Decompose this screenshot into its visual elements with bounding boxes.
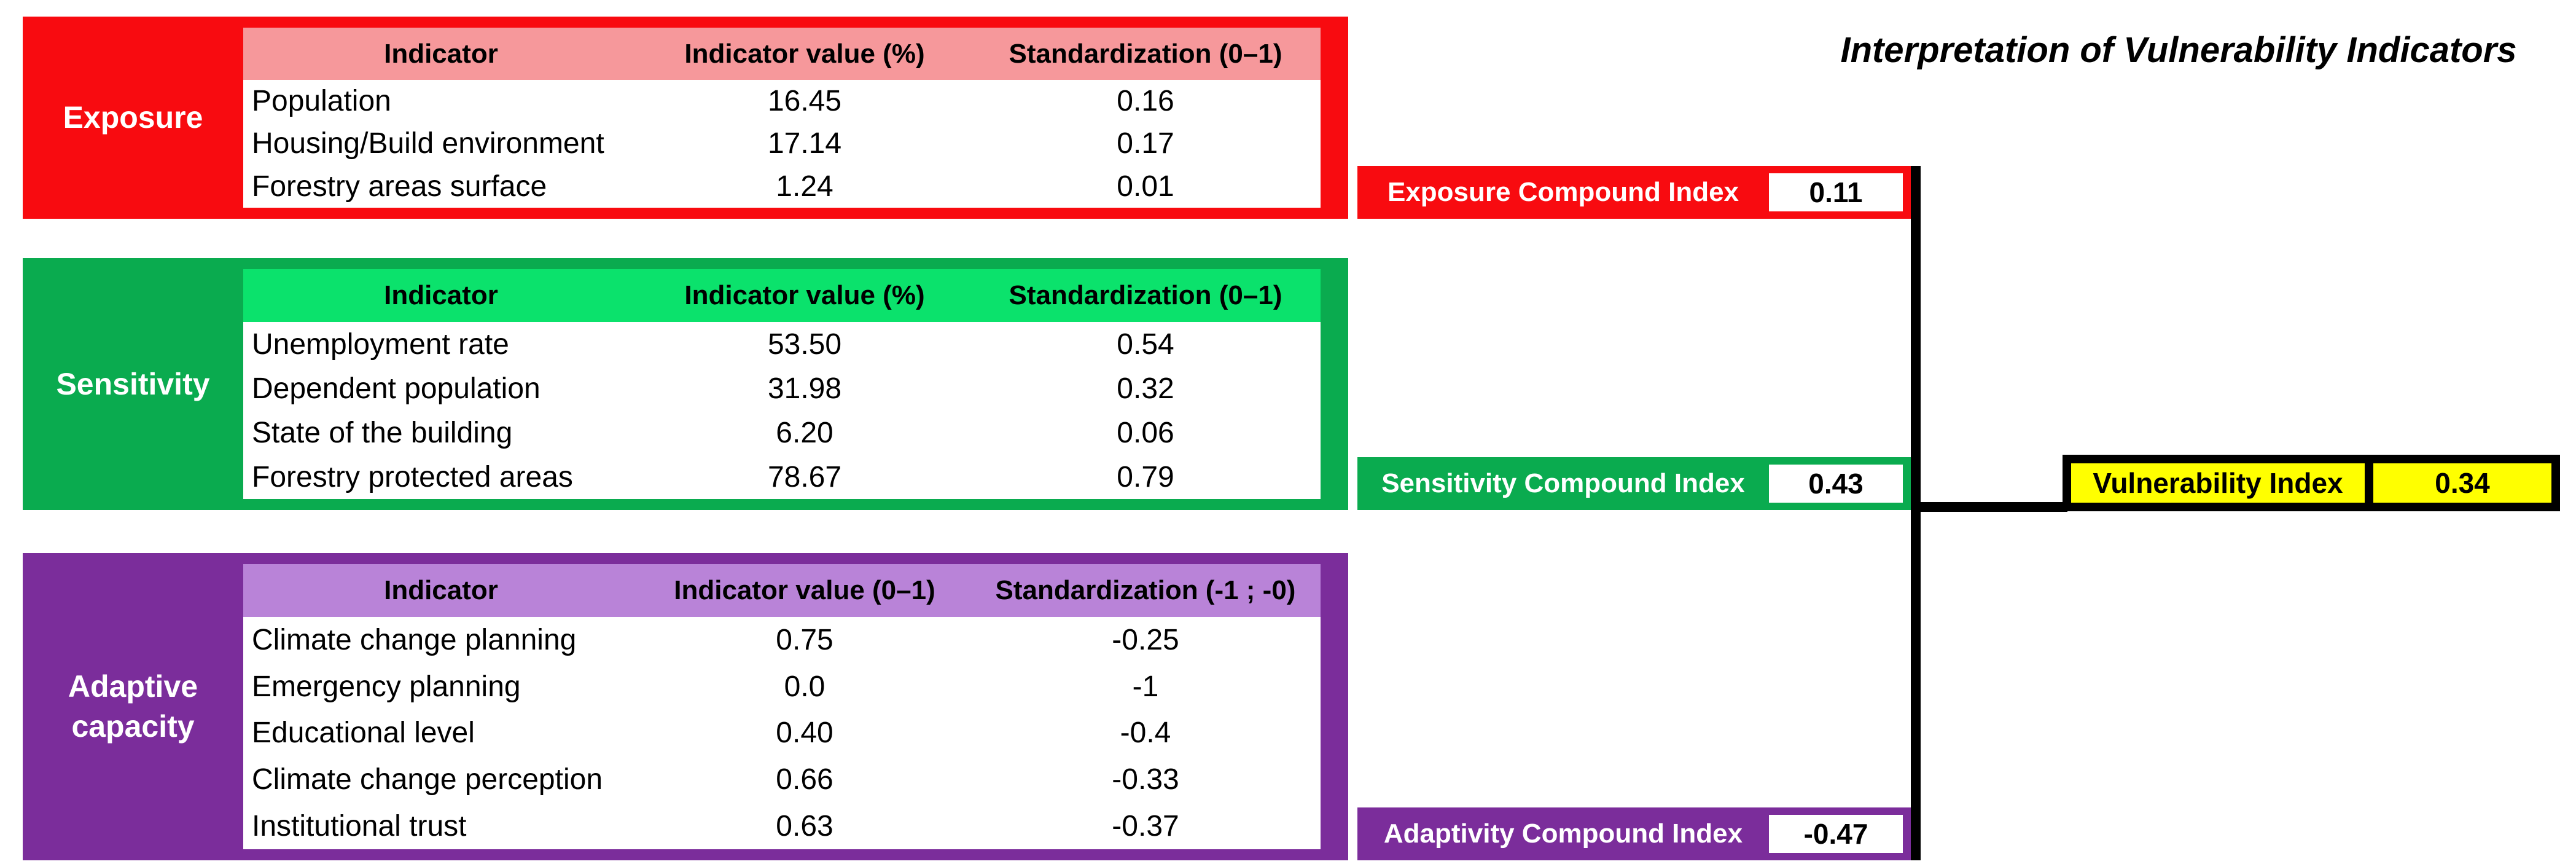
exposure-table: Indicator Indicator value (%) Standardiz…: [243, 28, 1321, 208]
adaptivity-compound-index-bar: Adaptivity Compound Index -0.47: [1357, 807, 1911, 860]
standardization-value-cell: 0.32: [1117, 372, 1174, 405]
standardization-value-cell: 0.79: [1117, 460, 1174, 493]
diagram-title: Interpretation of Vulnerability Indicato…: [1840, 30, 2517, 70]
indicator-value-cell: 6.20: [776, 416, 833, 449]
table-header-row: Indicator Indicator value (%) Standardiz…: [243, 28, 1321, 80]
table-row: State of the building 6.20 0.06: [243, 410, 1321, 455]
exposure-label-band: Exposure: [23, 17, 243, 219]
standardization-value-cell: -0.4: [1120, 717, 1171, 750]
column-header-standardization: Standardization (0–1): [1009, 38, 1282, 69]
table-body: Population 16.45 0.16 Housing/Build envi…: [243, 80, 1321, 208]
table-body: Unemployment rate 53.50 0.54 Dependent p…: [243, 322, 1321, 499]
column-header-indicator: Indicator: [384, 575, 498, 605]
sensitivity-label-band: Sensitivity: [23, 258, 243, 510]
indicator-value-cell: 16.45: [767, 85, 842, 118]
vulnerability-index-value: 0.34: [2373, 463, 2551, 503]
standardization-value-cell: 0.54: [1117, 328, 1174, 361]
indicator-name-cell: State of the building: [252, 416, 513, 449]
compound-index-label: Sensitivity Compound Index: [1381, 468, 1745, 498]
table-row: Climate change perception 0.66 -0.33: [243, 756, 1321, 803]
indicator-name-cell: Forestry areas surface: [252, 170, 547, 203]
standardization-value-cell: 0.01: [1117, 170, 1174, 203]
indicator-name-cell: Emergency planning: [252, 670, 521, 703]
sensitivity-compound-index-bar: Sensitivity Compound Index 0.43: [1357, 457, 1911, 510]
adaptive-capacity-table: Indicator Indicator value (0–1) Standard…: [243, 564, 1321, 849]
table-row: Forestry protected areas 78.67 0.79: [243, 455, 1321, 499]
indicator-value-cell: 78.67: [767, 460, 842, 493]
indicator-value-cell: 53.50: [767, 328, 842, 361]
indicator-name-cell: Climate change perception: [252, 763, 603, 796]
table-row: Forestry areas surface 1.24 0.01: [243, 165, 1321, 208]
indicator-name-cell: Housing/Build environment: [252, 127, 604, 160]
standardization-value-cell: 0.17: [1117, 127, 1174, 160]
column-header-standardization: Standardization (-1 ; -0): [995, 575, 1296, 605]
compound-index-value: 0.11: [1769, 173, 1903, 211]
adaptive-capacity-label-band: Adaptive capacity: [23, 553, 243, 860]
table-body: Climate change planning 0.75 -0.25 Emerg…: [243, 617, 1321, 849]
adaptive-capacity-label-line1: Adaptive: [68, 669, 198, 704]
indicator-name-cell: Forestry protected areas: [252, 460, 573, 493]
indicator-name-cell: Unemployment rate: [252, 328, 509, 361]
indicator-name-cell: Climate change planning: [252, 624, 577, 657]
adaptive-capacity-label-line2: capacity: [71, 709, 195, 744]
table-row: Population 16.45 0.16: [243, 80, 1321, 122]
standardization-value-cell: 0.06: [1117, 416, 1174, 449]
compound-index-label: Exposure Compound Index: [1387, 177, 1739, 207]
exposure-compound-index-bar: Exposure Compound Index 0.11: [1357, 166, 1911, 219]
column-header-indicator-value: Indicator value (%): [684, 38, 925, 69]
indicator-name-cell: Dependent population: [252, 372, 541, 405]
standardization-value-cell: -0.33: [1112, 763, 1179, 796]
column-header-indicator: Indicator: [384, 38, 498, 69]
indicator-name-cell: Population: [252, 85, 391, 118]
compound-index-value: 0.43: [1769, 465, 1903, 503]
indicator-value-cell: 17.14: [767, 127, 842, 160]
indicator-value-cell: 0.63: [776, 809, 833, 842]
standardization-value-cell: -1: [1132, 670, 1159, 703]
indicator-value-cell: 0.66: [776, 763, 833, 796]
table-row: Climate change planning 0.75 -0.25: [243, 617, 1321, 664]
column-header-indicator-value: Indicator value (0–1): [674, 575, 935, 605]
indicator-name-cell: Institutional trust: [252, 809, 467, 842]
compound-index-label: Adaptivity Compound Index: [1383, 819, 1743, 849]
sensitivity-label: Sensitivity: [56, 366, 210, 401]
sensitivity-block: Sensitivity Indicator Indicator value (%…: [23, 258, 1348, 510]
connector-vertical-line: [1911, 166, 1921, 860]
compound-index-value: -0.47: [1769, 815, 1903, 853]
table-header-row: Indicator Indicator value (%) Standardiz…: [243, 269, 1321, 322]
connector-horizontal-line: [1916, 502, 2067, 512]
table-row: Housing/Build environment 17.14 0.17: [243, 122, 1321, 165]
table-row: Dependent population 31.98 0.32: [243, 366, 1321, 410]
vulnerability-index-box: Vulnerability Index 0.34: [2063, 455, 2560, 511]
table-row: Unemployment rate 53.50 0.54: [243, 322, 1321, 366]
column-header-indicator-value: Indicator value (%): [684, 280, 925, 310]
indicator-value-cell: 0.0: [784, 670, 825, 703]
indicator-name-cell: Educational level: [252, 717, 475, 750]
table-row: Institutional trust 0.63 -0.37: [243, 803, 1321, 849]
column-header-standardization: Standardization (0–1): [1009, 280, 1282, 310]
column-header-indicator: Indicator: [384, 280, 498, 310]
indicator-value-cell: 31.98: [767, 372, 842, 405]
table-row: Emergency planning 0.0 -1: [243, 664, 1321, 710]
vulnerability-index-label: Vulnerability Index: [2071, 463, 2365, 503]
sensitivity-table: Indicator Indicator value (%) Standardiz…: [243, 269, 1321, 499]
adaptive-capacity-block: Adaptive capacity Indicator Indicator va…: [23, 553, 1348, 860]
standardization-value-cell: -0.37: [1112, 809, 1179, 842]
exposure-label: Exposure: [63, 100, 203, 135]
indicator-value-cell: 0.75: [776, 624, 833, 657]
table-row: Educational level 0.40 -0.4: [243, 710, 1321, 756]
indicator-value-cell: 0.40: [776, 717, 833, 750]
standardization-value-cell: -0.25: [1112, 624, 1179, 657]
indicator-value-cell: 1.24: [776, 170, 833, 203]
standardization-value-cell: 0.16: [1117, 85, 1174, 118]
exposure-block: Exposure Indicator Indicator value (%) S…: [23, 17, 1348, 219]
table-header-row: Indicator Indicator value (0–1) Standard…: [243, 564, 1321, 617]
